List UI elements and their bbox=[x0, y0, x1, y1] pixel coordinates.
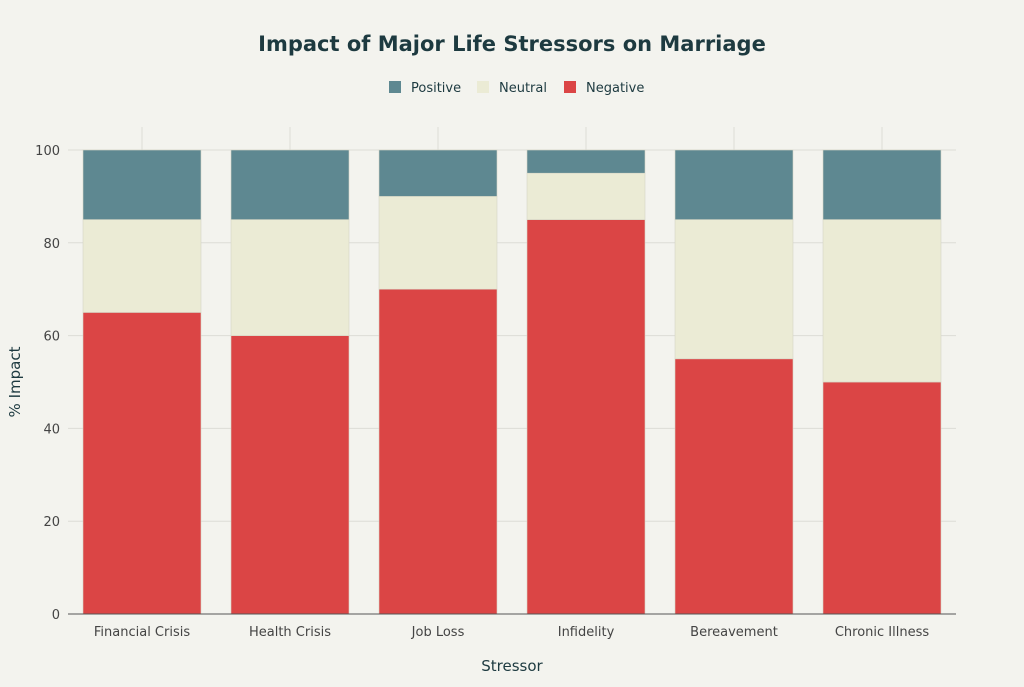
bar-positive bbox=[674, 149, 794, 220]
legend-label: Positive bbox=[411, 81, 461, 96]
legend-label: Neutral bbox=[499, 81, 547, 96]
x-axis-label: Stressor bbox=[481, 657, 543, 675]
x-tick-label: Financial Crisis bbox=[94, 625, 190, 640]
y-tick-label: 80 bbox=[43, 237, 60, 252]
bar-positive bbox=[230, 149, 350, 220]
y-tick-label: 60 bbox=[43, 330, 60, 345]
bar-negative bbox=[230, 335, 350, 615]
bar-negative bbox=[82, 312, 202, 615]
y-tick-label: 0 bbox=[52, 608, 60, 623]
bar-neutral bbox=[378, 196, 498, 290]
y-axis-label: % Impact bbox=[6, 346, 24, 417]
x-tick-label: Health Crisis bbox=[249, 625, 331, 640]
bar-neutral bbox=[674, 219, 794, 360]
x-tick-label: Job Loss bbox=[411, 625, 465, 640]
legend-swatch-neutral bbox=[477, 81, 489, 93]
bars bbox=[82, 149, 942, 615]
legend-label: Negative bbox=[586, 81, 644, 96]
y-tick-label: 20 bbox=[43, 515, 60, 530]
legend: Positive Neutral Negative bbox=[389, 81, 644, 96]
bar-positive bbox=[82, 149, 202, 220]
chart-title: Impact of Major Life Stressors on Marria… bbox=[258, 32, 766, 56]
bar-neutral bbox=[230, 219, 350, 336]
bar-neutral bbox=[82, 219, 202, 313]
x-tick-label: Chronic Illness bbox=[835, 625, 930, 640]
bar-positive bbox=[526, 149, 646, 174]
bar-neutral bbox=[526, 172, 646, 220]
bar-positive bbox=[378, 149, 498, 197]
bar-positive bbox=[822, 149, 942, 220]
bar-negative bbox=[822, 381, 942, 615]
legend-swatch-positive bbox=[389, 81, 401, 93]
y-tick-label: 40 bbox=[43, 422, 60, 437]
bar-negative bbox=[526, 219, 646, 615]
axes: 0 20 40 60 80 100 Financial Crisis Health Crisi… bbox=[35, 144, 956, 640]
x-tick-label: Bereavement bbox=[690, 625, 778, 640]
y-tick-label: 100 bbox=[35, 144, 60, 159]
bar-negative bbox=[674, 358, 794, 615]
x-tick-label: Infidelity bbox=[558, 625, 615, 640]
bar-neutral bbox=[822, 219, 942, 383]
legend-swatch-negative bbox=[564, 81, 576, 93]
bar-negative bbox=[378, 288, 498, 615]
